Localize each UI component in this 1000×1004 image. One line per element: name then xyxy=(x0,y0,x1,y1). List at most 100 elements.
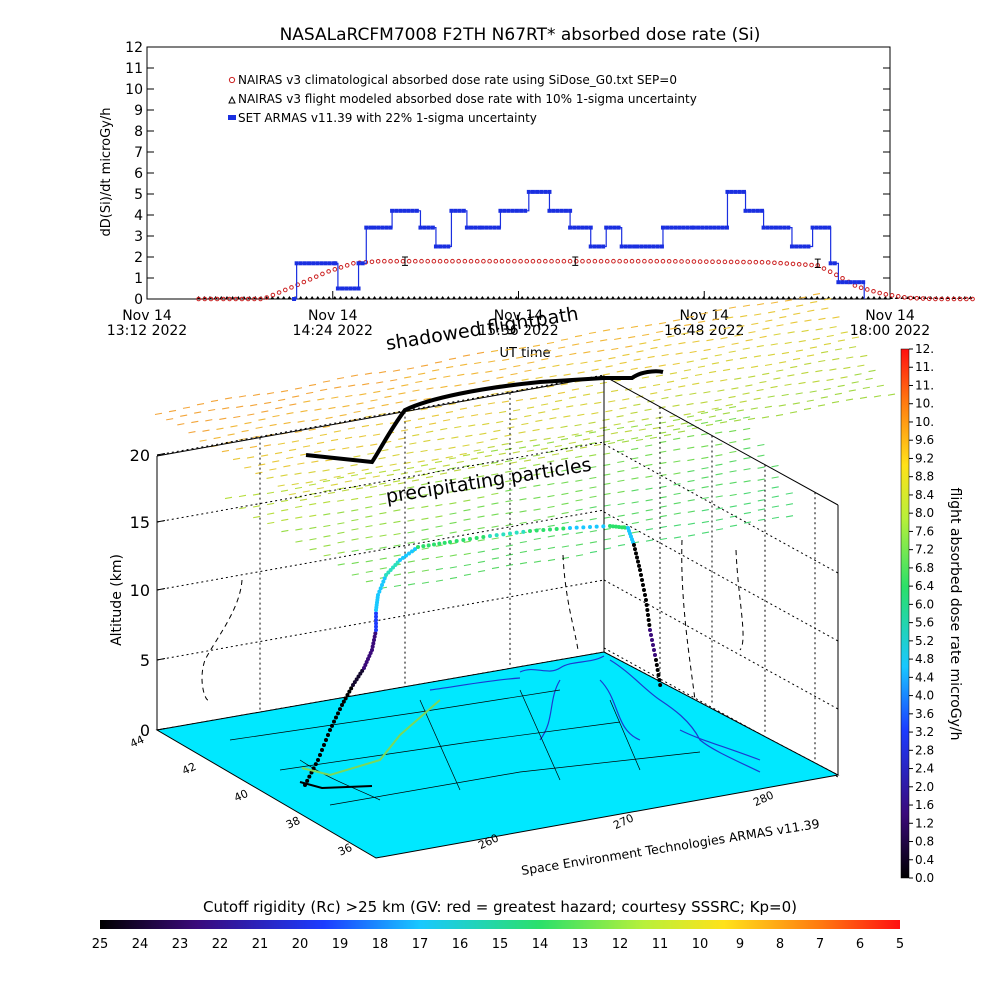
precip-dash xyxy=(533,463,541,466)
armas-point xyxy=(848,280,853,285)
shadow-dash xyxy=(761,416,770,419)
dose-tick-label: 8.8 xyxy=(915,470,934,484)
nairas-clim-point xyxy=(276,290,282,295)
precip-dash xyxy=(644,434,653,438)
shadow-flightpath-field xyxy=(154,293,896,501)
precip-dash xyxy=(449,502,457,505)
precip-dash xyxy=(393,520,401,524)
armas-point xyxy=(737,189,742,194)
nairas-clim-point xyxy=(734,259,740,265)
shadow-dash xyxy=(336,377,345,380)
shadow-dash xyxy=(700,312,709,315)
nairas-flight-point xyxy=(417,296,422,299)
shadow-dash xyxy=(809,346,818,349)
shadow-dash xyxy=(686,360,694,363)
shadow-dash xyxy=(809,390,817,393)
armas-point xyxy=(344,286,349,291)
shadow-dash xyxy=(283,421,291,425)
precip-dash xyxy=(505,470,513,473)
flight-track-point xyxy=(617,525,621,529)
precip-dash xyxy=(659,525,668,529)
precip-dash xyxy=(463,518,471,521)
shadow-dash xyxy=(832,316,840,319)
nairas-flight-point xyxy=(298,296,303,299)
precip-dash xyxy=(365,536,373,539)
shadow-dash xyxy=(549,375,557,378)
shadow-dash xyxy=(316,441,325,445)
shadow-dash xyxy=(367,452,375,455)
nairas-flight-point xyxy=(644,296,649,299)
shadow-dash xyxy=(824,297,832,301)
shadow-dash xyxy=(232,457,241,461)
precip-dash xyxy=(463,499,471,502)
rigidity-tick-label: 23 xyxy=(172,937,189,952)
nairas-clim-point xyxy=(883,292,889,297)
shadow-dash xyxy=(501,400,510,403)
shadow-dash xyxy=(224,441,232,444)
lat-tick-label: 40 xyxy=(232,787,250,805)
precip-dash xyxy=(785,515,794,518)
armas-point xyxy=(568,225,573,230)
armas-point xyxy=(551,208,556,213)
shadow-dash xyxy=(711,407,719,410)
shadow-dash xyxy=(431,414,440,417)
shadow-dash xyxy=(283,465,291,468)
flight-track-point xyxy=(581,525,586,530)
flight-track-point xyxy=(370,648,374,652)
shadow-dash xyxy=(621,440,630,443)
nairas-flight-point xyxy=(701,296,706,299)
armas-point xyxy=(632,244,637,249)
precip-dash xyxy=(673,460,681,463)
shadow-dash xyxy=(302,445,311,448)
precip-dash xyxy=(351,549,359,552)
flight-track-point xyxy=(410,549,414,554)
armas-point xyxy=(806,244,811,249)
armas-point xyxy=(660,225,665,230)
shadow-dash xyxy=(457,373,465,377)
flight-track-point xyxy=(454,539,459,543)
shadow-dash xyxy=(434,361,443,364)
precip-dash xyxy=(308,483,317,486)
precip-dash xyxy=(295,528,303,531)
shadow-dash xyxy=(759,380,767,384)
flight-track-point xyxy=(652,648,656,652)
precip-dash xyxy=(631,457,639,460)
shadow-dash xyxy=(818,359,826,363)
shadow-dash xyxy=(613,423,621,426)
shadow-dash xyxy=(420,408,428,411)
flight-track-point xyxy=(363,663,368,667)
precip-dash xyxy=(589,530,597,533)
nairas-clim-point xyxy=(821,266,827,271)
shadow-dash xyxy=(513,364,521,368)
nairas-clim-point xyxy=(338,265,344,270)
armas-point xyxy=(643,244,648,249)
armas-point xyxy=(376,225,381,230)
precip-dash xyxy=(477,515,485,518)
precip-dash xyxy=(757,518,766,522)
shadow-dash xyxy=(798,381,806,385)
armas-point xyxy=(539,189,544,194)
nairas-clim-point xyxy=(382,258,387,264)
legend-label: NAIRAS v3 climatological absorbed dose r… xyxy=(238,73,677,87)
top-y-tick-label: 2 xyxy=(134,250,143,266)
shadow-dash xyxy=(224,397,233,400)
shadow-dash xyxy=(540,403,549,406)
shadow-dash xyxy=(288,492,296,496)
precip-dash xyxy=(533,473,541,476)
shadow-dash xyxy=(837,384,845,388)
flight-track-point xyxy=(384,573,388,577)
shadow-dash xyxy=(684,323,692,327)
precip-dash xyxy=(449,521,457,525)
grid-line xyxy=(156,441,605,523)
nairas-clim-point xyxy=(685,259,691,264)
shadow-dash xyxy=(745,339,753,342)
shadow-dash xyxy=(546,427,554,430)
flight-track-point xyxy=(341,699,346,704)
shadow-dash xyxy=(236,405,244,408)
nairas-flight-point xyxy=(781,296,786,299)
shadow-dash xyxy=(709,328,717,331)
nairas-clim-point xyxy=(221,296,226,302)
flight-track-point xyxy=(468,537,472,541)
armas-point xyxy=(708,225,713,230)
shadow-dash xyxy=(804,319,812,322)
